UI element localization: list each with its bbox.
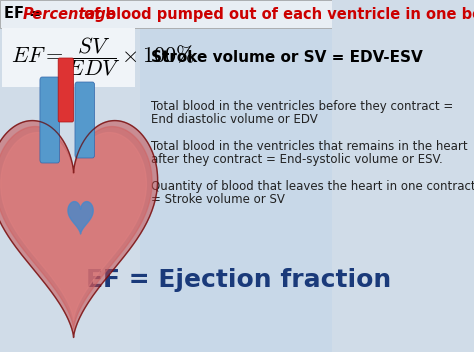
Text: Percentage: Percentage (23, 6, 117, 21)
Polygon shape (0, 121, 158, 338)
FancyBboxPatch shape (140, 0, 332, 352)
Text: Total blood in the ventricles before they contract =: Total blood in the ventricles before the… (151, 100, 453, 113)
Text: EF =: EF = (3, 6, 46, 21)
Polygon shape (0, 126, 152, 329)
Text: Stroke volume or SV = EDV-ESV: Stroke volume or SV = EDV-ESV (151, 50, 422, 64)
FancyBboxPatch shape (40, 77, 60, 163)
Text: Quantity of blood that leaves the heart in one contraction: Quantity of blood that leaves the heart … (151, 180, 474, 193)
Text: after they contract = End-systolic volume or ESV.: after they contract = End-systolic volum… (151, 153, 442, 166)
Text: of blood pumped out of each ventricle in one beat: of blood pumped out of each ventricle in… (79, 6, 474, 21)
Text: End diastolic volume or EDV: End diastolic volume or EDV (151, 113, 318, 126)
Text: EF = Ejection fraction: EF = Ejection fraction (86, 268, 391, 292)
Text: Total blood in the ventricles that remains in the heart: Total blood in the ventricles that remai… (151, 140, 467, 153)
FancyBboxPatch shape (58, 58, 73, 122)
Text: $EF = \dfrac{SV}{EDV} \times 100\%$: $EF = \dfrac{SV}{EDV} \times 100\%$ (10, 36, 194, 78)
Polygon shape (68, 202, 93, 234)
Text: = Stroke volume or SV: = Stroke volume or SV (151, 193, 284, 206)
FancyBboxPatch shape (75, 82, 95, 158)
FancyBboxPatch shape (0, 0, 332, 28)
FancyBboxPatch shape (2, 28, 135, 87)
Polygon shape (0, 132, 146, 320)
